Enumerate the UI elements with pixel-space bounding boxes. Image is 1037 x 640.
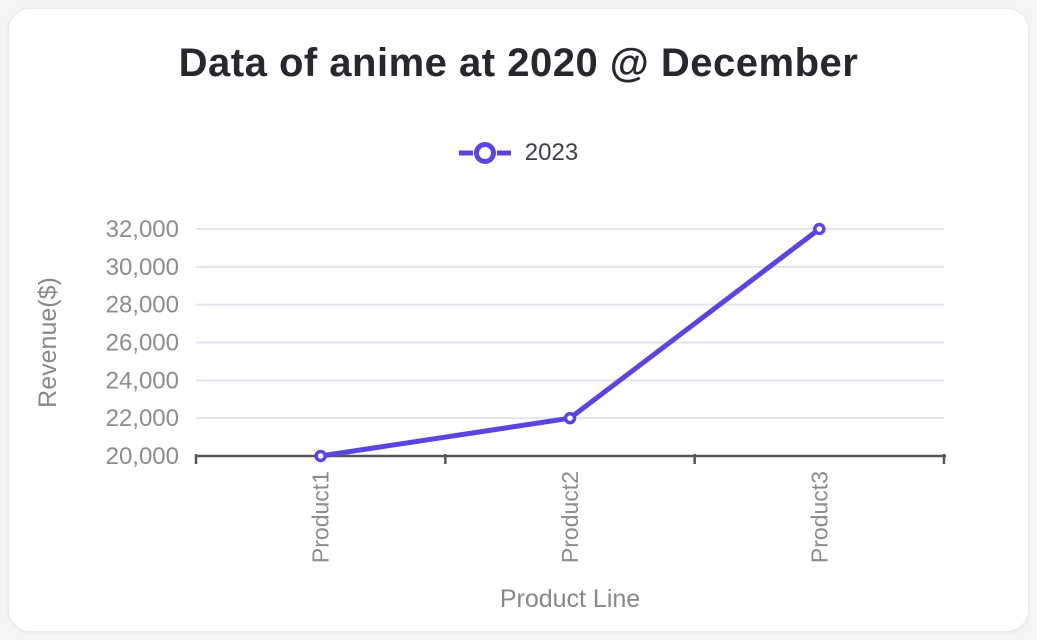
x-tick-label: Product3	[806, 471, 832, 563]
legend-item-2023[interactable]: 2023	[458, 139, 579, 167]
y-tick-label: 26,000	[106, 330, 179, 357]
y-tick-label: 22,000	[106, 405, 179, 432]
y-axis-title: Revenue($)	[34, 277, 62, 408]
y-tick-label: 32,000	[106, 216, 179, 243]
y-tick-label: 28,000	[106, 292, 179, 319]
y-tick-label: 24,000	[106, 367, 179, 394]
chart-card: Data of anime at 2020 @ December 2023 20…	[8, 8, 1029, 632]
chart-title: Data of anime at 2020 @ December	[178, 41, 859, 85]
y-tick-label: 30,000	[106, 254, 179, 281]
legend: 2023	[9, 139, 1028, 167]
data-point-product2[interactable]	[563, 411, 577, 425]
x-tick-label: Product2	[557, 471, 583, 563]
legend-line-marker-icon	[458, 142, 511, 164]
y-tick-label: 20,000	[106, 443, 179, 470]
legend-label: 2023	[524, 139, 579, 166]
line-chart: 20,000 22,000 24,000 26,000 28,000 30,000 32,0…	[34, 216, 946, 613]
x-tick-label: Product1	[308, 471, 334, 563]
x-axis-title: Product Line	[500, 585, 640, 613]
data-point-product3[interactable]	[813, 222, 826, 236]
data-point-product1[interactable]	[314, 449, 327, 463]
